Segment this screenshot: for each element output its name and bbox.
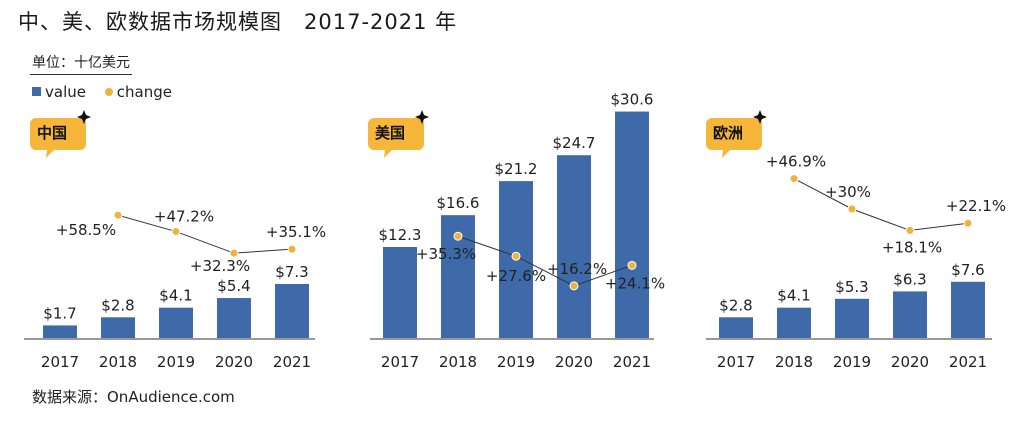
x-tick-label: 2018 — [439, 353, 477, 371]
bar — [893, 291, 927, 338]
bar — [43, 325, 77, 338]
bar — [719, 317, 753, 338]
bar-value-label: $1.7 — [43, 304, 76, 322]
legend-change-label: change — [116, 83, 172, 101]
bar-value-label: $5.4 — [217, 277, 250, 295]
x-tick-label: 2019 — [833, 353, 871, 371]
bar-value-label: $21.2 — [495, 160, 538, 178]
change-label: +35.3% — [416, 245, 476, 263]
change-label: +24.1% — [605, 274, 665, 292]
source-note: 数据来源：OnAudience.com — [32, 388, 235, 406]
x-tick-label: 2018 — [775, 353, 813, 371]
x-tick-label: 2017 — [41, 353, 79, 371]
legend-value-label: value — [45, 83, 86, 101]
change-label: +47.2% — [154, 208, 214, 226]
bar — [615, 111, 649, 338]
badge-label: 美国 — [375, 124, 405, 142]
badge-label: 欧洲 — [713, 124, 743, 142]
change-dot — [453, 231, 463, 241]
x-tick-label: 2017 — [381, 353, 419, 371]
x-tick-label: 2020 — [891, 353, 929, 371]
change-line — [457, 235, 633, 287]
change-label: +22.1% — [946, 197, 1006, 215]
change-dot — [511, 251, 521, 261]
x-tick-label: 2019 — [497, 353, 535, 371]
bar-value-label: $4.1 — [777, 287, 810, 305]
change-label: +18.1% — [882, 238, 942, 256]
badge-label: 中国 — [37, 124, 67, 142]
legend-value-swatch — [32, 87, 41, 96]
bar-value-label: $12.3 — [379, 226, 422, 244]
bar — [101, 317, 135, 338]
bar-value-label: $4.1 — [159, 287, 192, 305]
x-tick-label: 2021 — [613, 353, 651, 371]
legend-change-swatch — [104, 88, 113, 96]
change-line — [793, 178, 969, 231]
badge-bubble-0 — [30, 118, 86, 158]
change-dot — [569, 281, 579, 291]
change-dot — [847, 204, 857, 214]
sparkle-icon — [77, 110, 91, 124]
change-dot — [287, 244, 297, 254]
bar — [159, 307, 193, 338]
x-tick-label: 2020 — [555, 353, 593, 371]
legend: value change — [32, 83, 172, 101]
bar — [951, 281, 985, 338]
sparkle-icon — [415, 110, 429, 124]
bar-value-label: $6.3 — [893, 270, 926, 288]
change-label: +16.2% — [547, 260, 607, 278]
sparkle-icon — [753, 110, 767, 124]
bar-value-label: $16.6 — [437, 194, 480, 212]
bar-value-label: $30.6 — [611, 91, 654, 109]
bar-value-label: $2.8 — [719, 296, 752, 314]
x-tick-label: 2017 — [717, 353, 755, 371]
x-tick-label: 2020 — [215, 353, 253, 371]
x-tick-label: 2021 — [949, 353, 987, 371]
bar — [383, 246, 417, 338]
change-label: +32.3% — [190, 257, 250, 275]
page-title: 中、美、欧数据市场规模图 2017-2021 年 — [18, 10, 458, 34]
change-dot — [627, 260, 637, 270]
bar — [557, 155, 591, 338]
x-tick-label: 2021 — [273, 353, 311, 371]
change-dot — [789, 174, 799, 184]
change-label: +35.1% — [266, 223, 326, 241]
change-label: +58.5% — [56, 221, 116, 239]
bar-value-label: $7.3 — [275, 263, 308, 281]
bar — [835, 298, 869, 338]
x-tick-label: 2019 — [157, 353, 195, 371]
change-dot — [171, 227, 181, 237]
bar — [777, 307, 811, 338]
bar-value-label: $7.6 — [951, 261, 984, 279]
change-dot — [905, 225, 915, 235]
change-label: +46.9% — [766, 153, 826, 171]
badge-bubble-1 — [368, 118, 424, 158]
change-dot — [229, 248, 239, 258]
change-line — [117, 214, 293, 254]
bar-value-label: $24.7 — [553, 134, 596, 152]
change-label: +30% — [825, 183, 871, 201]
unit-label: 单位：十亿美元 — [30, 52, 132, 75]
bar — [275, 283, 309, 338]
bar — [217, 298, 251, 338]
change-label: +27.6% — [486, 267, 546, 285]
x-tick-label: 2018 — [99, 353, 137, 371]
bar-value-label: $5.3 — [835, 278, 868, 296]
badge-bubble-2 — [706, 118, 762, 158]
change-dot — [113, 210, 123, 220]
bar-value-label: $2.8 — [101, 296, 134, 314]
change-dot — [963, 218, 973, 228]
